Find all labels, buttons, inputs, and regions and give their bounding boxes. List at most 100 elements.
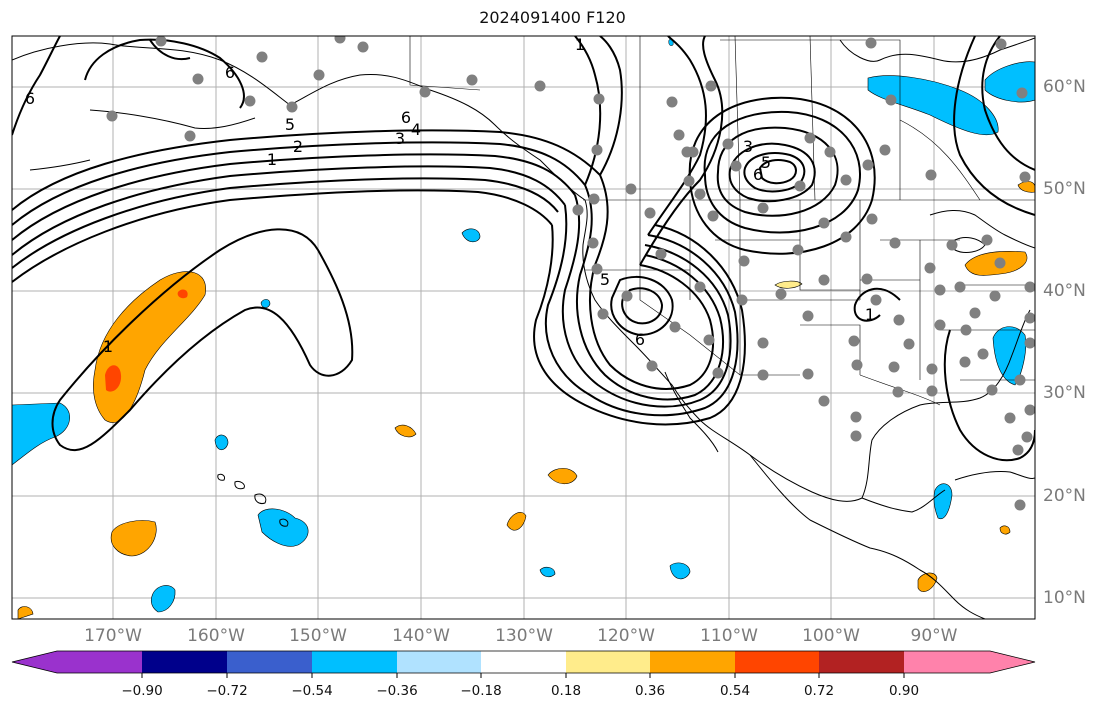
station-dot (969, 307, 981, 319)
station-dot (334, 36, 346, 44)
contour-lines (12, 36, 1035, 462)
station-dot (840, 174, 852, 186)
station-dot (1012, 444, 1024, 456)
station-dot (155, 36, 167, 47)
station-dot (818, 395, 830, 407)
contour-label: 5 (600, 270, 610, 289)
station-dot (840, 231, 852, 243)
station-dot (694, 281, 706, 293)
station-dot (903, 338, 915, 350)
station-dot (1019, 171, 1031, 183)
station-dot (757, 337, 769, 349)
contour-label: 3 (743, 137, 753, 156)
station-dot (466, 74, 478, 86)
colorbar-tick-label: −0.54 (291, 683, 333, 699)
lon-label: 120°W (597, 626, 655, 646)
station-dot (879, 144, 891, 156)
station-dot (870, 294, 882, 306)
station-dot (669, 321, 681, 333)
station-dot (192, 73, 204, 85)
station-dot (730, 160, 742, 172)
station-dot (106, 110, 118, 122)
lat-label: 40°N (1043, 281, 1086, 301)
colorbar-bin (735, 651, 819, 673)
station-dot (621, 290, 633, 302)
shaded-anomaly-regions (12, 38, 1035, 619)
colorbar-tick-label: 0.18 (550, 683, 582, 699)
station-dot (818, 217, 830, 229)
station-dot (926, 363, 938, 375)
lon-label: 170°W (84, 626, 142, 646)
station-dot (738, 255, 750, 267)
station-dot (986, 384, 998, 396)
station-dot (865, 37, 877, 49)
contour-label: 1 (575, 35, 585, 54)
lon-label: 160°W (187, 626, 245, 646)
station-dot (892, 386, 904, 398)
station-dot (851, 359, 863, 371)
lon-label: 110°W (700, 626, 758, 646)
station-dot (804, 132, 816, 144)
station-dot (419, 86, 431, 98)
station-dot (848, 335, 860, 347)
colorbar-tick-label: 0.90 (888, 683, 920, 699)
station-dot (572, 204, 584, 216)
station-dot (1021, 431, 1033, 443)
contour-labels: 1 2 3 4 5 6 6 6 1 3 5 6 1 5 6 1 (25, 35, 875, 356)
station-dot (588, 193, 600, 205)
colorbar-tick-label: −0.72 (206, 683, 248, 699)
colorbar-bin (227, 651, 312, 673)
station-dot (587, 237, 599, 249)
political-borders (409, 36, 1035, 406)
station-dot (757, 202, 769, 214)
contour-label: 5 (285, 115, 295, 134)
station-dot (757, 369, 769, 381)
station-dot (794, 180, 806, 192)
station-dot (885, 94, 897, 106)
lon-label: 90°W (910, 626, 958, 646)
colorbar-bin (312, 651, 397, 673)
station-dot (934, 319, 946, 331)
station-dot (889, 237, 901, 249)
station-dot (313, 69, 325, 81)
station-markers (106, 36, 1035, 511)
station-dot (184, 130, 196, 142)
colorbar (11, 650, 1036, 678)
lat-label: 50°N (1043, 179, 1086, 199)
colorbar-tick-label: −0.90 (121, 683, 163, 699)
station-dot (862, 159, 874, 171)
station-dot (357, 41, 369, 53)
station-dot (646, 360, 658, 372)
station-dot (591, 263, 603, 275)
station-dot (673, 129, 685, 141)
station-dot (712, 367, 724, 379)
station-dot (954, 281, 966, 293)
contour-label: 6 (753, 165, 763, 184)
contour-label: 4 (411, 120, 421, 139)
colorbar-tick-label: −0.36 (376, 683, 418, 699)
map-title: 2024091400 F120 (479, 8, 626, 27)
contour-label: 3 (395, 129, 405, 148)
station-dot (824, 146, 836, 158)
station-dot (959, 356, 971, 368)
station-dot (1024, 281, 1035, 293)
station-dot (655, 248, 667, 260)
station-dot (977, 348, 989, 360)
contour-label: 6 (225, 63, 235, 82)
station-dot (934, 284, 946, 296)
station-dot (850, 411, 862, 423)
contour-label: 1 (267, 150, 277, 169)
contour-label: 1 (103, 337, 113, 356)
station-dot (597, 308, 609, 320)
station-dot (924, 262, 936, 274)
lon-label: 130°W (495, 626, 553, 646)
station-dot (866, 213, 878, 225)
contour-label: 6 (401, 108, 411, 127)
station-dot (792, 244, 804, 256)
station-dot (818, 274, 830, 286)
station-dot (994, 257, 1006, 269)
station-dot (960, 324, 972, 336)
station-dot (995, 38, 1007, 50)
colorbar-tick-label: 0.72 (803, 683, 835, 699)
station-dot (707, 210, 719, 222)
